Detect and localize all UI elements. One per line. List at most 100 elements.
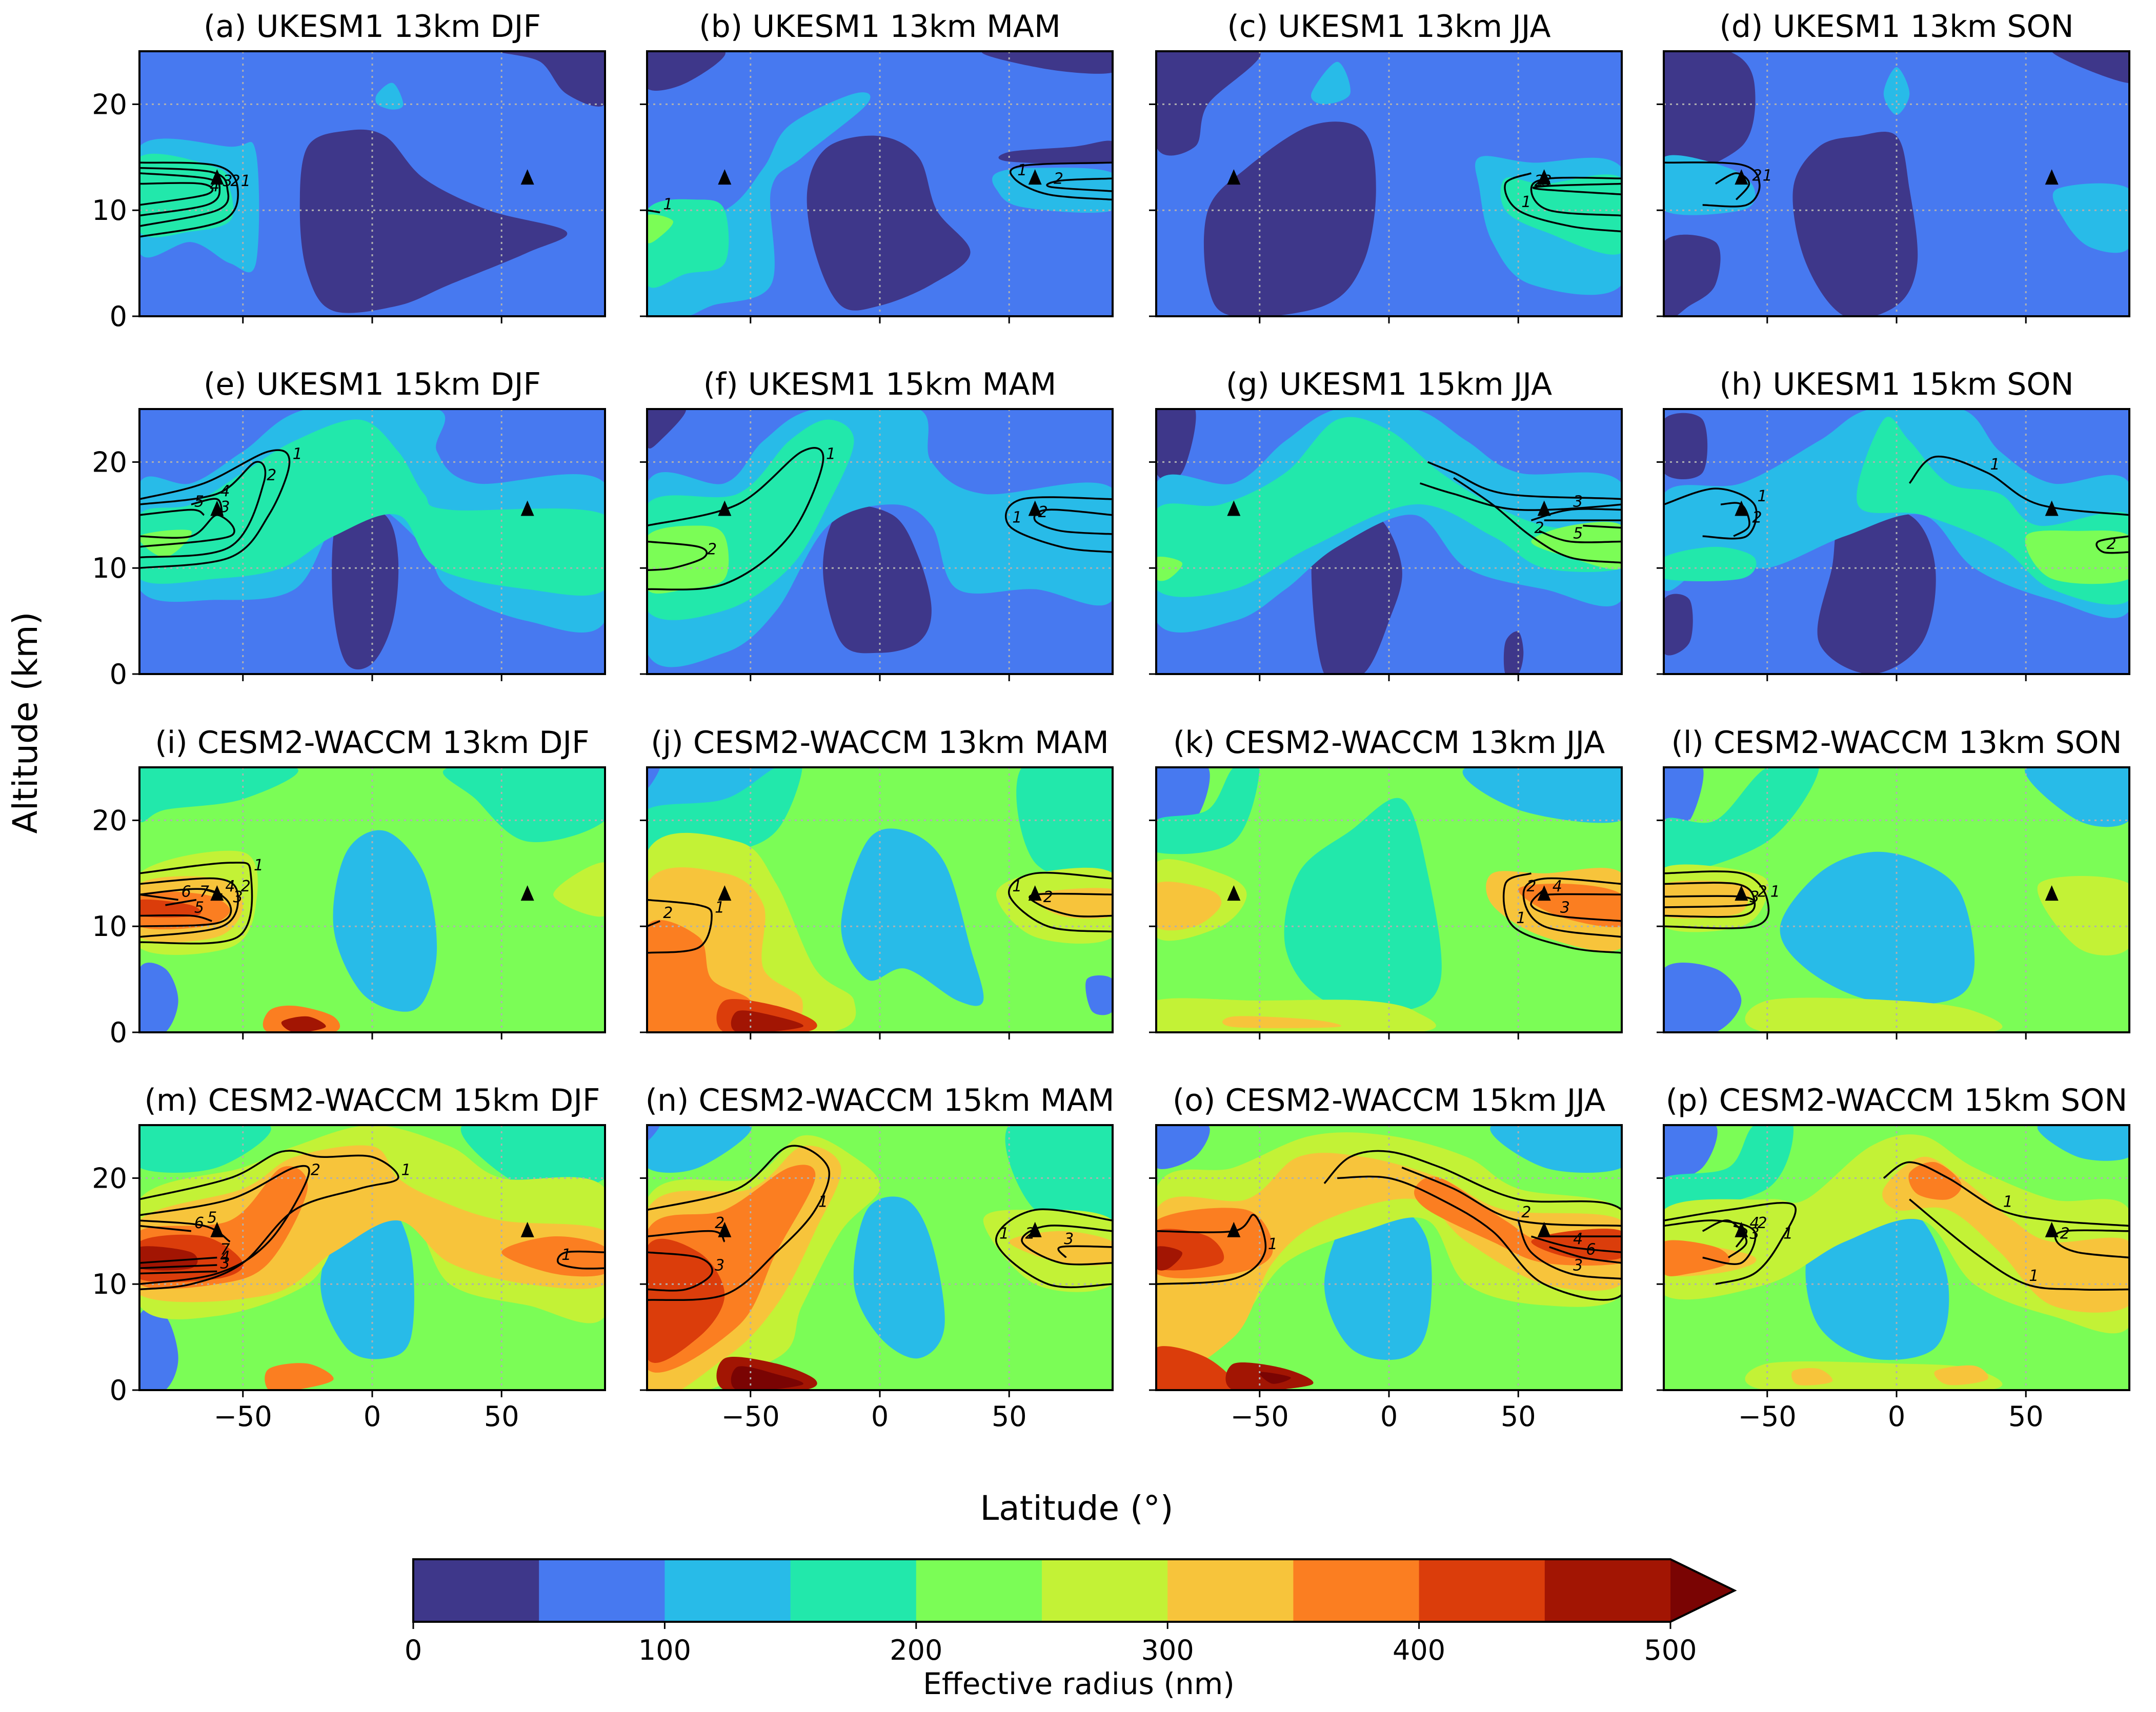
x-tick-label: −50 xyxy=(214,1400,272,1433)
y-tick-label: 0 xyxy=(110,1374,127,1407)
contour-label: 5 xyxy=(1573,525,1583,543)
y-tick-label: 0 xyxy=(110,658,127,690)
contour-line xyxy=(1323,1150,1622,1301)
filled-region xyxy=(1791,1368,1833,1385)
contour-label: 2 xyxy=(1758,883,1767,901)
filled-region xyxy=(647,409,686,449)
contour-label: 4 xyxy=(220,482,230,500)
contour-line xyxy=(1908,455,2129,516)
contour-label: 2 xyxy=(2107,535,2117,553)
filled-region xyxy=(1664,880,1750,919)
injection-marker xyxy=(1537,500,1551,516)
contour-label: 1 xyxy=(241,172,251,190)
x-tick-label: −50 xyxy=(1738,1400,1797,1433)
panel-title: (a) UKESM1 13km DJF xyxy=(204,9,541,45)
contour-line xyxy=(1883,1161,2129,1227)
filled-region xyxy=(1005,1125,1113,1228)
filled-region xyxy=(1156,882,1222,931)
filled-region xyxy=(1664,546,1757,582)
contour-line xyxy=(1733,1225,1748,1248)
contour-line xyxy=(1530,508,1622,521)
panel-title: (e) UKESM1 15km DJF xyxy=(204,366,541,402)
filled-region xyxy=(553,862,605,917)
colorbar: 0 100 200 300 400 500 xyxy=(405,1558,1737,1666)
contour-label: 1 xyxy=(2003,1193,2013,1211)
contour-line xyxy=(139,461,267,559)
y-tick-label: 0 xyxy=(110,300,127,333)
filled-region xyxy=(731,1010,803,1032)
contour-field: 1 1 2 3 4 5 6 xyxy=(1156,1125,1622,1390)
colorbar-segment xyxy=(413,1559,539,1622)
filled-region xyxy=(841,828,984,1006)
contour-line xyxy=(139,1165,310,1285)
filled-region xyxy=(1009,1231,1113,1266)
filled-region xyxy=(2025,531,2129,584)
filled-region xyxy=(1664,963,1742,1032)
contour-line xyxy=(1715,172,1750,200)
filled-region xyxy=(265,1363,334,1390)
filled-region xyxy=(1156,409,1196,481)
colorbar-outline xyxy=(412,1558,1737,1623)
injection-marker xyxy=(1537,169,1551,185)
contour-label: 3 xyxy=(1560,899,1570,917)
contour-label: 3 xyxy=(1573,1257,1583,1275)
contour-line xyxy=(139,1225,192,1232)
injection-marker xyxy=(2045,500,2059,516)
contour-field: 12 xyxy=(1664,51,2129,316)
contour-label: 1 xyxy=(1758,487,1767,505)
contour-line xyxy=(1530,888,1622,922)
y-tick-label: 10 xyxy=(92,1268,127,1300)
contour-label: 1 xyxy=(2029,1267,2039,1285)
contour-line xyxy=(1046,177,1113,192)
contour-label: 2 xyxy=(663,904,673,922)
contour-label: 3 xyxy=(1749,1225,1759,1242)
contour-label: 2 xyxy=(1758,1214,1767,1232)
contour-line xyxy=(1057,1245,1113,1258)
contour-line xyxy=(1005,496,1113,553)
contour-line xyxy=(139,877,239,938)
contour-label: 7 xyxy=(199,883,209,901)
filled-region xyxy=(647,51,726,91)
injection-marker xyxy=(520,885,534,901)
injection-marker xyxy=(2045,1221,2059,1237)
contour-line xyxy=(1029,892,1113,918)
panel-title: (g) UKESM1 15km JJA xyxy=(1226,366,1552,402)
colorbar-segment xyxy=(1293,1559,1420,1622)
contour-label: 4 xyxy=(1625,503,1635,521)
filled-region xyxy=(647,767,779,811)
contour-line xyxy=(139,888,232,927)
filled-region xyxy=(982,51,1113,74)
contour-line xyxy=(1502,872,1622,954)
panel-g: (g) UKESM1 15km JJA 1 2 3 4 5 6 xyxy=(1149,366,1635,681)
contour-line xyxy=(1021,1225,1113,1266)
contour-line xyxy=(1033,508,1113,535)
filled-region xyxy=(1934,1365,1988,1385)
contour-label: 1 xyxy=(561,1246,571,1264)
x-axis-label: Latitude (°) xyxy=(980,1489,1173,1528)
y-tick-label: 10 xyxy=(92,194,127,227)
filled-region xyxy=(1883,67,1910,115)
filled-region xyxy=(2025,767,2129,827)
contour-line xyxy=(139,449,291,569)
panel-d: (d) UKESM1 13km SON 12 xyxy=(1657,9,2130,323)
contour-line xyxy=(1720,502,1750,537)
x-tick-label: 50 xyxy=(992,1400,1027,1433)
contour-line xyxy=(1517,1220,1622,1280)
contour-label: 2 xyxy=(1526,878,1536,895)
x-tick-label: 50 xyxy=(1501,1400,1536,1433)
injection-marker xyxy=(1735,1221,1748,1237)
panel-title: (l) CESM2-WACCM 13km SON xyxy=(1671,725,2122,761)
injection-marker xyxy=(210,885,224,901)
contour-line xyxy=(1664,1201,1797,1285)
injection-marker xyxy=(210,1221,224,1237)
panel-h: (h) UKESM1 15km SON 1 2 1 2 xyxy=(1657,366,2130,681)
filled-region xyxy=(1664,1240,1730,1276)
